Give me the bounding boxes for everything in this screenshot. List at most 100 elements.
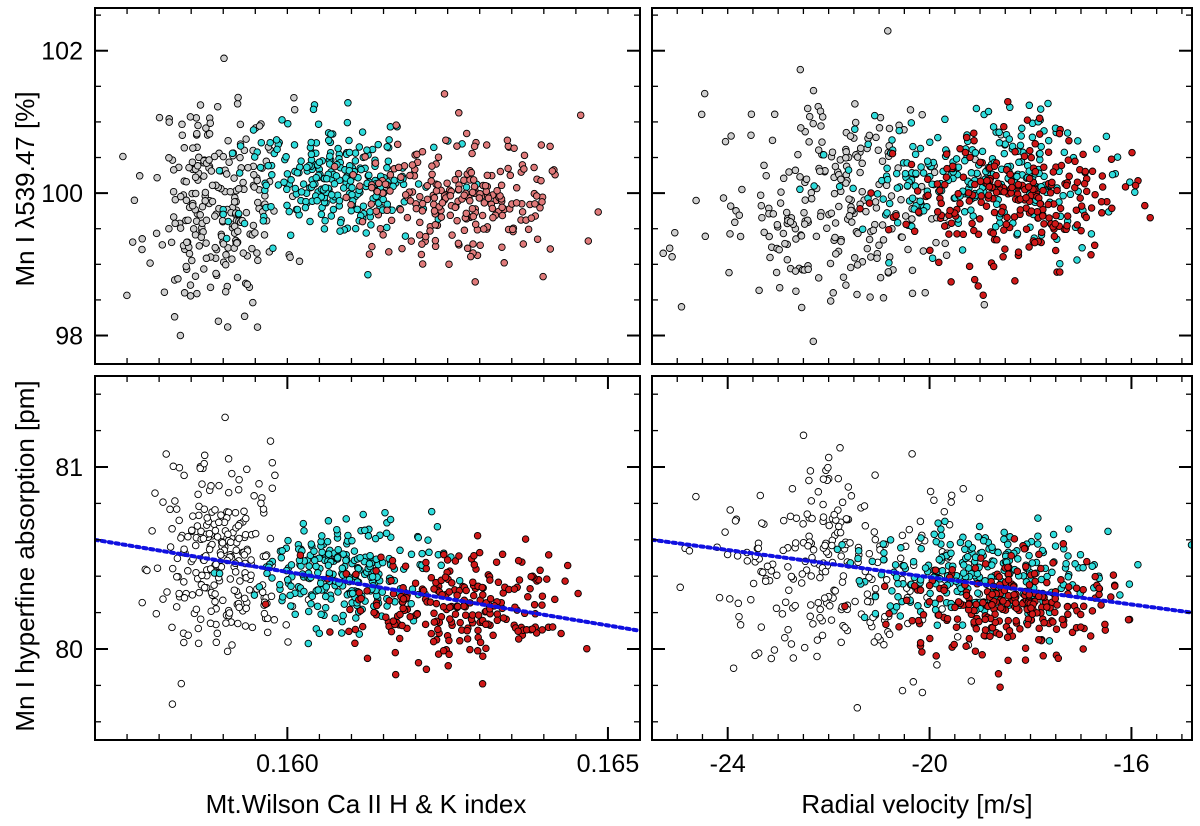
point-mid — [317, 210, 326, 219]
point-low — [975, 494, 984, 502]
point-low — [169, 462, 178, 471]
point-high — [468, 149, 476, 158]
point-mid — [937, 531, 946, 540]
point-low — [251, 529, 260, 538]
point-low — [202, 216, 211, 225]
point-low — [765, 232, 773, 241]
point-low — [743, 557, 752, 565]
point-low — [841, 623, 849, 632]
point-high — [475, 194, 484, 202]
point-high — [483, 171, 492, 180]
point-low — [248, 244, 256, 253]
point-high — [932, 652, 940, 660]
point-high — [984, 191, 993, 199]
point-mid — [337, 629, 346, 637]
point-low — [787, 572, 796, 581]
point-mid — [979, 536, 988, 545]
point-low — [873, 254, 881, 262]
point-mid — [359, 202, 368, 210]
point-high — [1124, 615, 1133, 624]
point-low — [818, 113, 827, 121]
point-low — [801, 196, 809, 204]
point-low — [878, 157, 887, 165]
point-high — [997, 604, 1005, 612]
point-low — [168, 564, 177, 573]
point-mid — [894, 579, 902, 588]
point-mid — [283, 201, 291, 210]
point-high — [470, 560, 479, 569]
point-low — [797, 124, 805, 132]
point-high — [956, 199, 964, 208]
point-high — [467, 168, 476, 177]
point-mid — [819, 151, 828, 159]
point-high — [514, 635, 523, 643]
point-mid — [1013, 229, 1022, 238]
point-mid — [283, 185, 291, 194]
point-low — [785, 586, 793, 594]
point-high — [480, 199, 489, 207]
point-mid — [854, 554, 862, 563]
point-low — [228, 469, 236, 478]
point-low — [171, 219, 179, 228]
point-mid — [371, 534, 380, 543]
point-low — [162, 450, 170, 458]
point-high — [538, 198, 546, 206]
point-low — [128, 238, 137, 246]
point-high — [1051, 246, 1060, 255]
point-high — [925, 598, 934, 606]
point-mid — [299, 519, 308, 528]
point-high — [544, 551, 553, 559]
point-high — [473, 531, 482, 540]
point-high — [524, 593, 532, 601]
point-mid — [995, 128, 1003, 137]
point-low — [165, 224, 173, 233]
point-high — [952, 623, 961, 631]
point-mid — [318, 532, 326, 540]
point-high — [418, 147, 427, 156]
point-mid — [964, 540, 973, 548]
point-mid — [264, 161, 272, 170]
point-mid — [382, 529, 391, 538]
point-mid — [1004, 540, 1012, 549]
point-low — [721, 528, 729, 536]
point-high — [924, 191, 932, 200]
point-low — [759, 568, 767, 577]
point-high — [926, 246, 934, 255]
point-mid — [333, 525, 341, 534]
point-mid — [1060, 148, 1069, 157]
point-mid — [414, 533, 423, 542]
point-high — [1107, 155, 1116, 163]
point-mid — [1034, 514, 1042, 522]
point-high — [1021, 644, 1030, 652]
point-low — [248, 623, 257, 632]
point-mid — [1005, 135, 1014, 143]
point-high — [453, 591, 461, 600]
point-high — [468, 204, 477, 213]
point-low — [871, 535, 880, 544]
point-high — [1087, 204, 1096, 212]
point-low — [905, 525, 914, 534]
point-mid — [262, 181, 270, 190]
point-high — [977, 198, 985, 206]
point-high — [1141, 201, 1149, 210]
point-low — [146, 259, 154, 267]
point-low — [734, 599, 743, 608]
point-high — [865, 199, 874, 207]
point-mid — [855, 577, 864, 585]
point-high — [1121, 183, 1130, 191]
point-mid — [346, 177, 355, 185]
point-high — [356, 606, 365, 615]
point-low — [871, 471, 879, 479]
point-low — [819, 513, 828, 521]
point-low — [177, 534, 185, 542]
point-high — [931, 566, 940, 574]
point-low — [217, 511, 225, 519]
point-high — [965, 600, 973, 609]
point-high — [999, 597, 1007, 605]
point-mid — [1000, 149, 1009, 158]
point-low — [738, 185, 746, 194]
point-low — [198, 571, 206, 580]
point-low — [242, 135, 250, 143]
point-high — [489, 213, 497, 222]
point-high — [1052, 625, 1061, 633]
